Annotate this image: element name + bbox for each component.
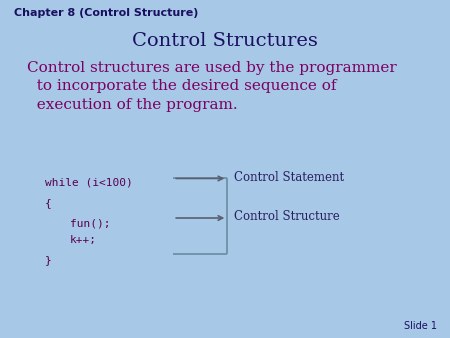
Text: while (i<100): while (i<100) <box>45 177 133 188</box>
Text: fun();: fun(); <box>70 218 110 228</box>
Text: k++;: k++; <box>70 235 97 245</box>
Text: Control Structure: Control Structure <box>234 211 340 223</box>
Text: Chapter 8 (Control Structure): Chapter 8 (Control Structure) <box>14 8 198 19</box>
Text: {: { <box>45 198 52 208</box>
Text: }: } <box>45 255 52 265</box>
Text: Control Structures: Control Structures <box>132 32 318 50</box>
Text: Slide 1: Slide 1 <box>404 321 436 331</box>
Text: Control structures are used by the programmer
  to incorporate the desired seque: Control structures are used by the progr… <box>27 61 397 112</box>
Text: Control Statement: Control Statement <box>234 171 344 184</box>
